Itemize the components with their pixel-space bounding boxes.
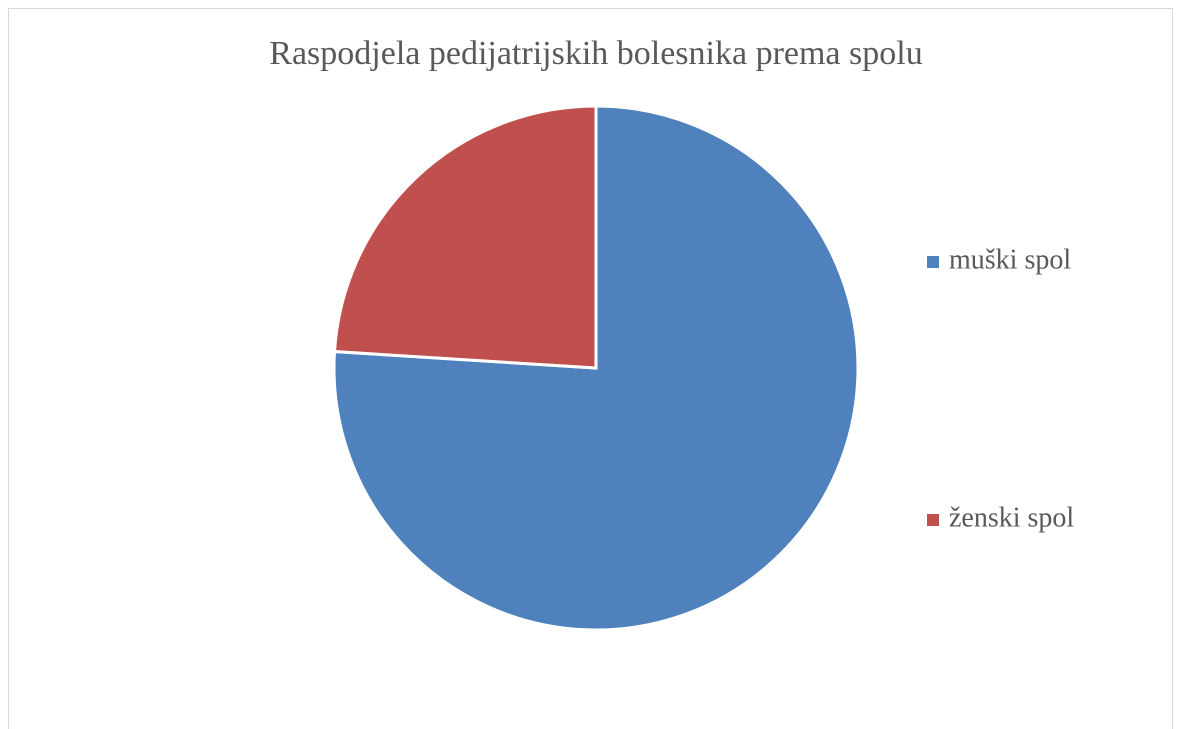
pie-slice <box>332 104 598 370</box>
pie-slice <box>332 104 860 632</box>
chart-frame <box>8 8 1173 729</box>
chart-title: Raspodjela pedijatrijskih bolesnika prem… <box>269 35 922 72</box>
legend-swatch <box>927 256 939 268</box>
legend-label: muški spol <box>949 244 1071 275</box>
legend-swatch <box>927 514 939 526</box>
legend-label: ženski spol <box>949 502 1074 533</box>
